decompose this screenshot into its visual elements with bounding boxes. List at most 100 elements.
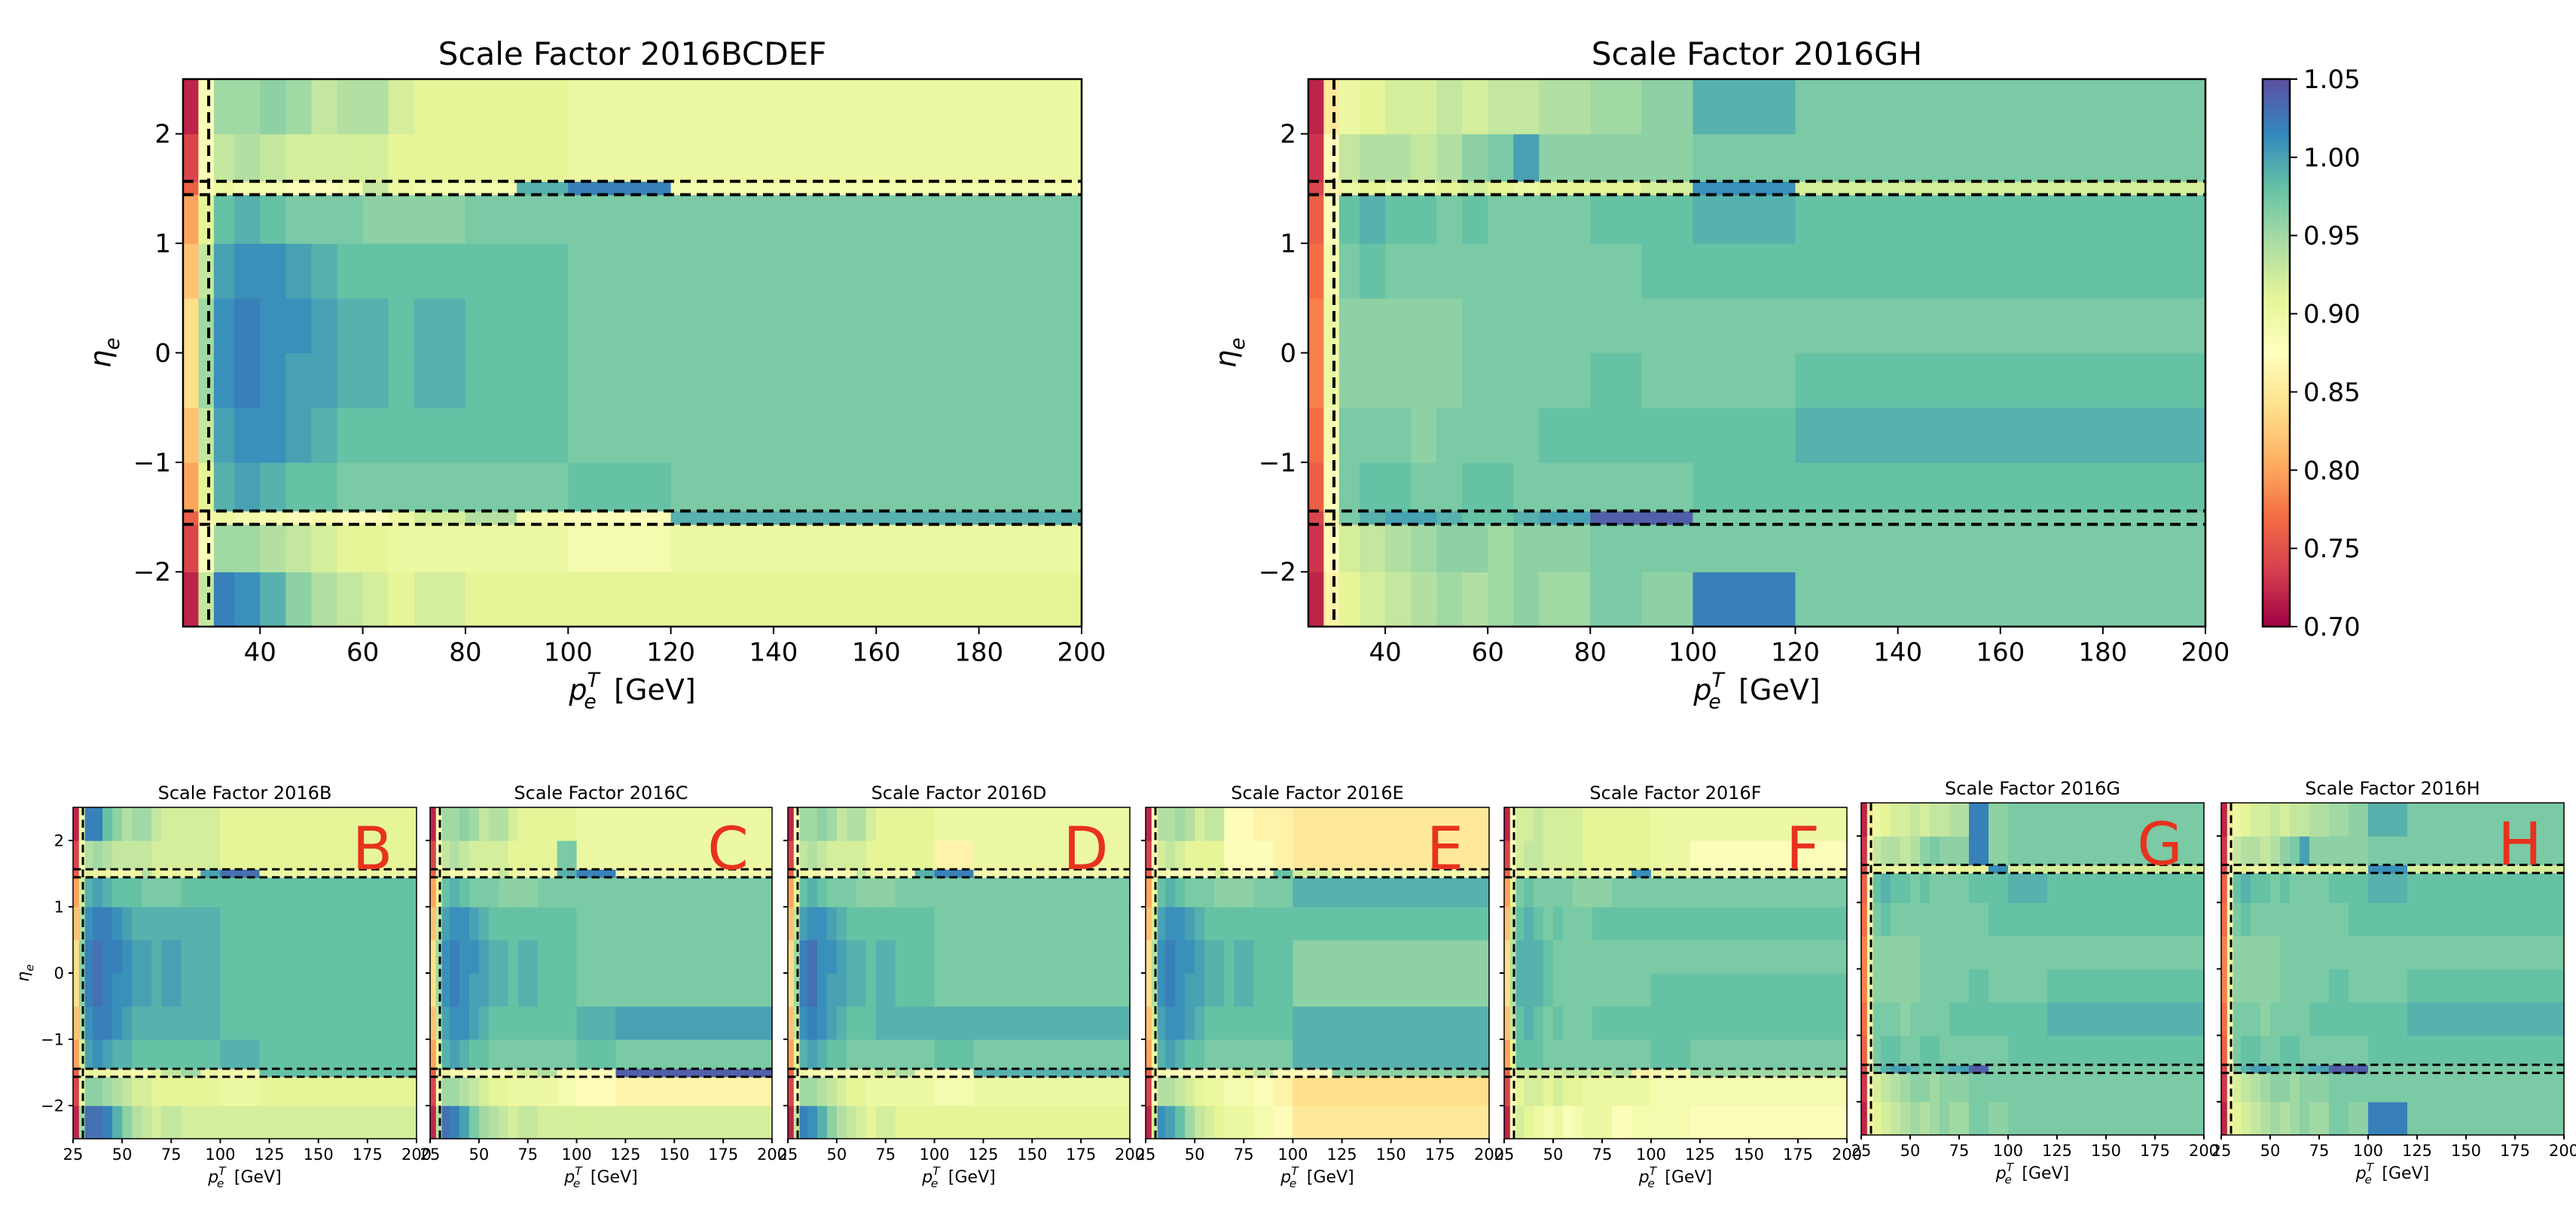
- heatmap-cell: [142, 907, 152, 941]
- heatmap-cell: [1692, 194, 1796, 244]
- heatmap-cell: [200, 840, 221, 870]
- x-tick-label: 150: [304, 1146, 334, 1164]
- heatmap-cell: [1195, 1069, 1205, 1078]
- heatmap-cell: [1872, 902, 1882, 936]
- heatmap-cell: [1308, 511, 1325, 525]
- heatmap-cell: [1185, 1106, 1195, 1139]
- heatmap-cell: [285, 243, 313, 299]
- heatmap-cell: [142, 1006, 152, 1040]
- heatmap-cell: [1641, 297, 1694, 354]
- heatmap-cell: [517, 940, 539, 974]
- heatmap-cell: [1157, 1006, 1166, 1040]
- heatmap-cell: [2008, 836, 2048, 865]
- heatmap-cell: [1690, 1106, 1848, 1139]
- heatmap-cell: [1332, 907, 1490, 941]
- heatmap-cell: [576, 973, 617, 1007]
- heatmap-cell: [2227, 969, 2234, 1003]
- heatmap-cell: [73, 840, 80, 870]
- heatmap-cell: [508, 1069, 519, 1078]
- heatmap-cell: [816, 1006, 828, 1040]
- heatmap-cell: [895, 877, 916, 908]
- heatmap-cell: [576, 1106, 617, 1139]
- heatmap-cell: [1234, 940, 1254, 974]
- heatmap-cell: [388, 511, 415, 525]
- heatmap-cell: [2280, 1064, 2291, 1074]
- heatmap-cells: [430, 807, 773, 1139]
- heatmap-cell: [856, 1069, 867, 1078]
- heatmap-cell: [1360, 524, 1386, 572]
- heatmap-cell: [1165, 973, 1176, 1007]
- heatmap-cell: [213, 181, 235, 196]
- heatmap-cell: [2047, 865, 2205, 874]
- heatmap-cell: [517, 511, 569, 525]
- heatmap-cell: [1590, 243, 1642, 299]
- heatmap-cell: [1539, 79, 1591, 135]
- heatmap-cell: [142, 877, 152, 908]
- heatmap-cell: [1583, 973, 1593, 1007]
- heatmap-cell: [1651, 1106, 1691, 1139]
- heatmap-cell: [213, 524, 235, 572]
- heatmap-cell: [1195, 940, 1205, 974]
- x-axis-label-sup: T: [2007, 1161, 2015, 1174]
- heatmap-cell: [1553, 877, 1564, 908]
- heatmap-cell: [2329, 969, 2349, 1003]
- heatmap-cell: [84, 1006, 93, 1040]
- heatmap-cell: [1563, 1069, 1573, 1078]
- heatmap-cell: [2047, 873, 2205, 903]
- heatmap-cell: [435, 973, 443, 1007]
- heatmap-cell: [865, 840, 877, 870]
- heatmap-cell: [469, 807, 480, 841]
- heatmap-cell: [1534, 1039, 1544, 1069]
- heatmap-cell: [788, 869, 795, 878]
- heatmap-cell: [1795, 511, 2206, 525]
- heatmap-cell: [1881, 1035, 1891, 1066]
- heatmap-cell: [2290, 873, 2300, 903]
- y-axis-label-main: η: [84, 350, 117, 368]
- heatmap-cell: [934, 973, 975, 1007]
- heatmap-cell: [220, 1006, 261, 1040]
- x-axis-label-unit: [GeV]: [585, 1168, 638, 1187]
- heatmap-cell: [259, 907, 417, 941]
- heatmap-cell: [865, 940, 877, 974]
- x-tick-label: 75: [1234, 1146, 1254, 1164]
- heatmap-cell: [1910, 1064, 1921, 1074]
- heatmap-cell: [1651, 907, 1691, 941]
- heatmap-cell: [1920, 836, 1930, 865]
- heatmap-cell: [337, 79, 364, 135]
- x-axis-label: pT e [GeV]: [1692, 669, 1820, 714]
- heatmap-cell: [2407, 1101, 2565, 1136]
- heatmap-cells: [1146, 807, 1490, 1139]
- heatmap-cell: [1204, 869, 1215, 878]
- heatmap-cell: [2407, 1064, 2565, 1074]
- heatmap-cell: [465, 352, 517, 408]
- heatmap-cell: [2047, 902, 2205, 936]
- heatmap-cell: [517, 840, 539, 870]
- heatmap-cell: [122, 907, 133, 941]
- heatmap-cell: [1861, 1064, 1868, 1074]
- heatmap-cell: [1504, 869, 1511, 878]
- heatmap-cell: [934, 1069, 975, 1078]
- heatmap-cell: [1338, 181, 1360, 196]
- heatmap-cell: [2407, 836, 2565, 865]
- heatmap-cell: [788, 807, 795, 841]
- heatmap-cell: [1563, 840, 1573, 870]
- heatmap-cell: [362, 352, 389, 408]
- heatmap-cell: [1338, 133, 1360, 182]
- heatmap-cell: [198, 352, 215, 408]
- heatmap-cell: [161, 840, 182, 870]
- heatmap-cell: [441, 973, 450, 1007]
- heatmap-cell: [856, 973, 867, 1007]
- heatmap-cell: [414, 511, 466, 525]
- heatmap-cell: [1224, 1069, 1235, 1078]
- heatmap-cell: [1146, 1076, 1152, 1106]
- heatmap-cell: [1891, 836, 1901, 865]
- heatmap-cell: [1165, 1076, 1176, 1106]
- heatmap-cell: [2221, 1035, 2228, 1066]
- x-tick-label: 50: [112, 1146, 133, 1164]
- heatmap-cell: [1157, 1106, 1166, 1139]
- x-tick-label: 25: [1136, 1146, 1156, 1164]
- heatmap-cell: [2329, 902, 2349, 936]
- heatmap-cell: [1988, 1101, 2009, 1136]
- heatmap-cell: [788, 840, 795, 870]
- heatmap-cell: [846, 1069, 857, 1078]
